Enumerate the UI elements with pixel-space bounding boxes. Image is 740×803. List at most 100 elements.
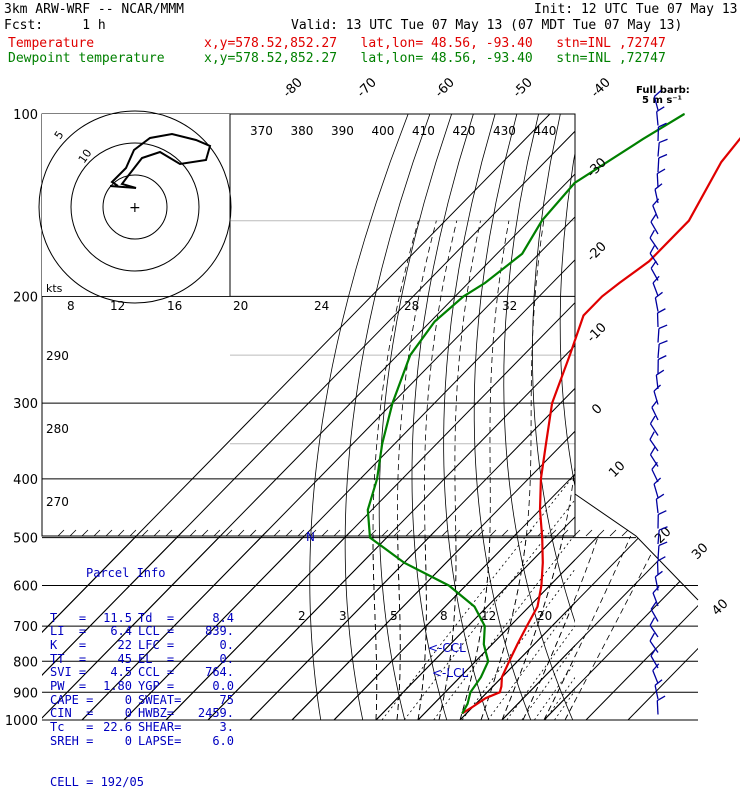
parcel-value: 6.4 — [92, 625, 132, 639]
theta-label: 410 — [412, 124, 435, 138]
dewpoint-point — [488, 661, 489, 662]
parcel-value: 22.6 — [92, 721, 132, 735]
pressure-label: 700 — [13, 620, 38, 635]
pressure-label: 600 — [13, 580, 38, 595]
level-hatch — [430, 530, 436, 536]
parcel-value: 0 — [92, 707, 132, 721]
wind-barb-shaft — [658, 530, 659, 544]
level-hatch — [154, 530, 160, 536]
parcel-key: LAPSE= — [132, 735, 194, 749]
wind-barb-shaft — [653, 283, 658, 296]
wind-barb-flag — [654, 184, 663, 190]
temperature-point — [688, 220, 689, 221]
parcel-key: TT = — [50, 653, 92, 667]
temperature-tick-label: -70 — [354, 75, 380, 101]
level-hatch — [466, 530, 472, 536]
mixing-ratio-label: 2 — [298, 609, 306, 623]
level-hatch — [190, 530, 196, 536]
level-hatch — [406, 530, 412, 536]
wind-barb-flag — [657, 309, 665, 313]
wind-barb-shaft — [652, 469, 658, 482]
mixing-ratio-label: 8 — [67, 299, 75, 313]
dewpoint-point — [462, 713, 463, 714]
level-hatch — [346, 530, 352, 536]
parcel-key: PW = — [50, 680, 92, 694]
lcl-marker: <-LCL — [432, 666, 468, 680]
dewpoint-point — [480, 677, 481, 678]
wind-barb-flag — [658, 511, 666, 515]
parcel-value: 1.80 — [92, 680, 132, 694]
wind-barb-shaft — [655, 685, 658, 699]
isotherm-line — [502, 114, 740, 720]
parcel-key: LI = — [50, 625, 92, 639]
dry-adiabat — [711, 114, 740, 720]
parcel-key: CIN = — [50, 707, 92, 721]
temperature-point — [542, 562, 543, 563]
wind-barb-flag — [659, 139, 667, 144]
level-hatch — [478, 530, 484, 536]
wind-barb-shaft — [654, 96, 658, 110]
wind-barb-flag — [659, 526, 667, 531]
theta-label: 370 — [250, 124, 273, 138]
hodograph-units: kts — [46, 282, 63, 295]
dewpoint-point — [467, 703, 468, 704]
parcel-value: 764. — [194, 666, 234, 680]
dry-adiabat — [310, 114, 408, 720]
annotation-n: N — [306, 530, 315, 544]
level-hatch — [82, 530, 88, 536]
wind-barb-shaft — [657, 174, 658, 188]
level-hatch — [286, 530, 292, 536]
level-hatch — [598, 530, 604, 536]
wind-barb-flag — [648, 230, 657, 238]
level-hatch — [382, 530, 388, 536]
level-hatch — [166, 530, 172, 536]
dewpoint-point — [485, 282, 486, 283]
parcel-key: CAPE = — [50, 694, 92, 708]
wind-barb — [648, 246, 665, 265]
wind-barb — [648, 633, 665, 652]
pressure-label: 400 — [13, 473, 38, 488]
dewpoint-point — [463, 296, 464, 297]
wind-barb-flag — [648, 633, 657, 641]
parcel-value: 0. — [194, 653, 234, 667]
level-hatch — [58, 530, 64, 536]
parcel-key: LFC = — [132, 639, 194, 653]
theta-side-label: 280 — [46, 422, 69, 436]
level-hatch — [214, 530, 220, 536]
temperature-point — [485, 698, 486, 699]
wind-barb-shaft — [650, 455, 658, 467]
parcel-key: T = — [50, 612, 92, 626]
wind-barb-flag — [659, 325, 667, 330]
temperature-point — [542, 537, 543, 538]
pressure-label: 300 — [13, 397, 38, 412]
mixing-ratio-label: 3 — [339, 609, 347, 623]
wind-barb-flag — [659, 154, 667, 158]
parcel-value: 0 — [92, 735, 132, 749]
wind-barb-flag — [659, 340, 667, 345]
parcel-key: YGP = — [132, 680, 194, 694]
dewpoint-point — [474, 606, 475, 607]
wind-barb-flag — [658, 356, 666, 360]
temperature-tick-label: -10 — [584, 320, 610, 346]
parcel-cell: CELL = 192/05 — [50, 776, 234, 790]
dewpoint-point — [541, 220, 542, 221]
dewpoint-point — [483, 644, 484, 645]
temperature-point — [509, 661, 510, 662]
wind-barb-flag — [648, 432, 657, 440]
wind-barb — [653, 385, 666, 405]
temperature-point — [540, 478, 541, 479]
level-hatch — [442, 530, 448, 536]
wind-barb-shaft — [652, 407, 658, 420]
wind-barb-flag — [654, 680, 663, 686]
level-hatch — [226, 530, 232, 536]
temperature-point — [545, 443, 546, 444]
level-hatch — [322, 530, 328, 536]
wind-barb-shaft — [655, 298, 658, 312]
temperature-tick-label: -30 — [584, 155, 610, 181]
temperature-point — [602, 296, 603, 297]
level-hatch — [94, 530, 100, 536]
